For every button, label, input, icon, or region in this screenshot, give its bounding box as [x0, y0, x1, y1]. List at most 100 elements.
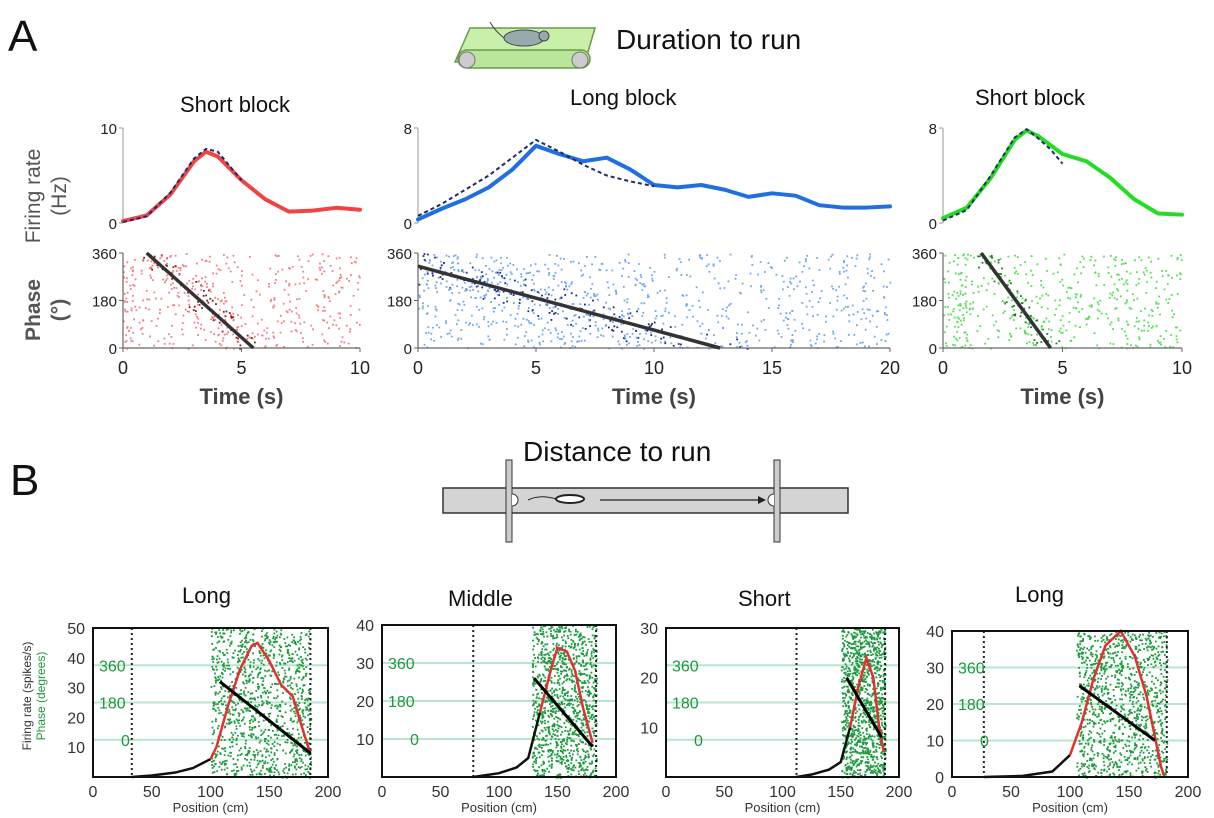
- phase-dot: [243, 682, 246, 685]
- phase-dot: [570, 768, 572, 770]
- phase-dot: [273, 733, 276, 736]
- phase-dot: [1116, 288, 1118, 290]
- phase-dot: [548, 726, 551, 728]
- phase-dot: [596, 298, 599, 301]
- phase-dot: [532, 682, 535, 684]
- phase-dot: [223, 640, 226, 643]
- phase-dot: [1016, 256, 1019, 258]
- phase-dot: [223, 739, 226, 742]
- phase-dot: [541, 774, 544, 776]
- phase-dot: [215, 264, 218, 267]
- xtick-label: 150: [256, 784, 283, 801]
- phase-dot: [259, 739, 262, 742]
- phase-dot: [270, 704, 273, 707]
- phase-dot: [664, 310, 667, 313]
- phase-dot: [253, 717, 256, 720]
- phase-dot: [214, 680, 217, 682]
- phase-dot: [556, 774, 559, 777]
- phase-dot: [839, 340, 842, 343]
- phase-dot: [191, 282, 194, 285]
- phase-dot: [232, 671, 234, 673]
- phase-dot: [850, 663, 853, 666]
- phase-dot: [859, 688, 862, 691]
- phase-dot: [1058, 257, 1061, 260]
- phase-dot: [533, 633, 536, 636]
- phase-dot: [1105, 313, 1108, 315]
- phase-dot: [522, 279, 525, 282]
- phase-dot: [254, 726, 256, 728]
- phase-dot: [572, 703, 575, 706]
- phase-dot: [205, 260, 208, 263]
- phase-dot: [242, 718, 244, 721]
- phase-dot: [869, 649, 872, 652]
- phase-dot: [217, 661, 220, 664]
- phase-dot: [561, 662, 564, 665]
- phase-dot: [475, 306, 478, 308]
- phase-dot: [1133, 299, 1135, 302]
- phase-dot: [476, 253, 478, 256]
- phase-dot: [966, 333, 969, 336]
- phase-dot: [545, 662, 548, 664]
- phase-dot: [1125, 279, 1128, 282]
- phase-dot: [265, 748, 268, 751]
- phase-dot: [806, 254, 809, 257]
- phase-dot: [269, 770, 271, 773]
- phase-dot: [264, 639, 266, 642]
- phase-dot: [302, 340, 304, 343]
- phase-dot: [872, 289, 875, 292]
- phase-dot: [284, 703, 287, 706]
- phase-dot: [587, 318, 590, 321]
- phase-dot: [265, 337, 268, 340]
- phase-dot: [506, 300, 508, 303]
- phase-dot: [882, 768, 885, 770]
- phase-dot: [590, 652, 593, 655]
- phase-dot: [282, 749, 284, 752]
- phase-dot: [571, 756, 573, 759]
- phase-dot: [676, 267, 678, 270]
- phase-dot: [559, 755, 562, 758]
- phase-dot: [217, 703, 219, 705]
- phase-dot: [567, 759, 570, 762]
- phase-dot: [540, 729, 543, 732]
- phase-dot: [593, 753, 595, 756]
- phase-dot: [302, 749, 305, 752]
- phase-dot: [427, 326, 430, 328]
- phase-dot: [304, 764, 307, 767]
- phase-dot: [809, 339, 812, 342]
- phase-dot: [214, 753, 217, 756]
- phase-dot: [838, 270, 841, 273]
- phase-dot: [953, 316, 956, 319]
- phase-dot: [600, 334, 602, 337]
- phase-dot: [843, 672, 846, 674]
- phase-dot: [219, 300, 222, 303]
- phase-dot: [542, 633, 545, 635]
- phase-dot: [852, 678, 854, 681]
- phase-dot: [150, 276, 152, 279]
- phase-dot: [798, 280, 801, 283]
- phase-dot: [591, 727, 594, 730]
- phase-dot: [539, 304, 541, 307]
- phase-dot: [541, 633, 544, 636]
- phase-dot: [1090, 304, 1093, 306]
- phase-dot: [1031, 316, 1033, 319]
- phase-dot: [243, 707, 246, 710]
- phase-dot: [183, 292, 186, 294]
- phase-dot: [870, 722, 872, 725]
- phase-dot: [465, 321, 468, 324]
- phase-dot: [235, 687, 238, 689]
- phase-dot: [560, 331, 563, 333]
- phase-dot: [586, 662, 589, 665]
- phase-dot: [357, 288, 359, 291]
- phase-dot: [283, 638, 286, 640]
- phase-dot: [232, 312, 235, 315]
- phase-dot: [274, 638, 276, 641]
- phase-dot: [519, 290, 522, 293]
- phase-dot: [294, 641, 297, 643]
- phase-dot: [552, 289, 555, 291]
- phase-dot: [849, 742, 852, 745]
- phase-dot: [867, 708, 870, 711]
- phase-dot: [243, 294, 246, 296]
- phase-dot: [232, 316, 235, 319]
- phase-dot: [533, 346, 535, 349]
- phase-dot: [1107, 317, 1109, 320]
